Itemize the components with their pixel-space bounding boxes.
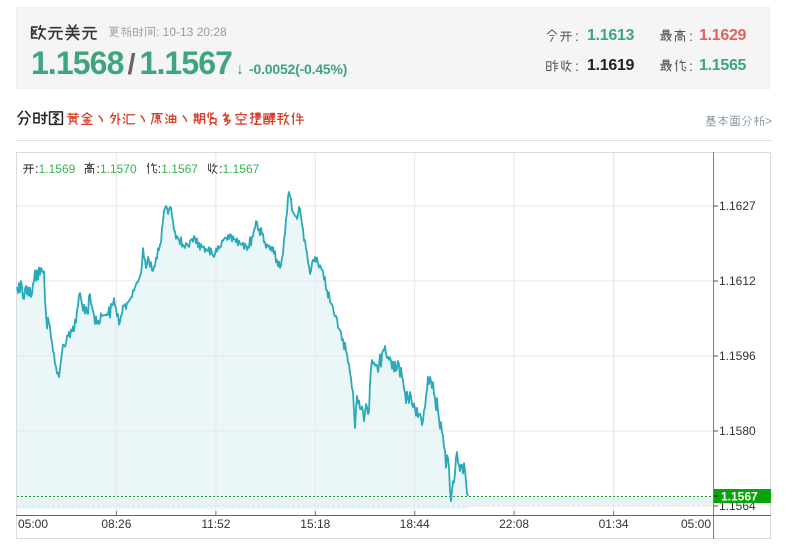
- svg-text:1.1612: 1.1612: [719, 274, 756, 288]
- svg-text:11:52: 11:52: [201, 517, 230, 531]
- svg-text:18:44: 18:44: [400, 517, 430, 531]
- svg-text:1.1627: 1.1627: [719, 199, 756, 213]
- svg-text:1.1596: 1.1596: [719, 349, 756, 363]
- svg-text:05:00: 05:00: [681, 517, 711, 531]
- svg-text:1.1580: 1.1580: [719, 424, 756, 438]
- svg-text:05:00: 05:00: [18, 517, 48, 531]
- svg-text:01:34: 01:34: [599, 517, 629, 531]
- svg-text:08:26: 08:26: [101, 517, 131, 531]
- svg-text:15:18: 15:18: [300, 517, 330, 531]
- svg-text:1.1567: 1.1567: [721, 490, 758, 504]
- svg-text:22:08: 22:08: [499, 517, 529, 531]
